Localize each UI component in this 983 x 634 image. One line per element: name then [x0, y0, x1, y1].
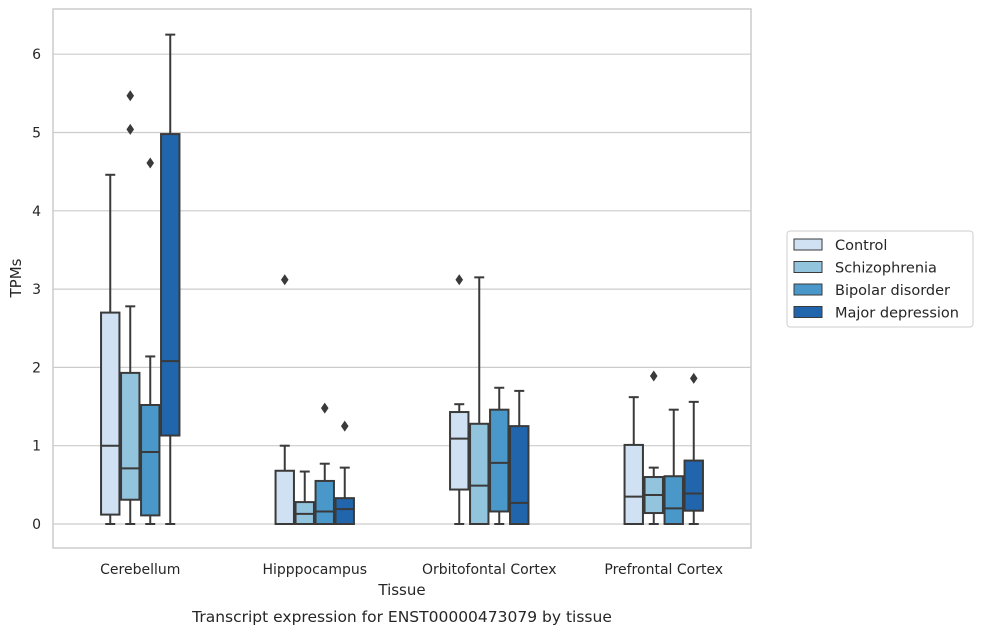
legend-label: Schizophrenia: [835, 261, 937, 277]
legend-label: Major depression: [835, 306, 959, 322]
box-iqr: [314, 479, 335, 525]
box-iqr: [623, 443, 644, 525]
box-schizophrenia: [643, 370, 664, 525]
box-major-depression: [509, 389, 530, 525]
outlier-point: [689, 372, 698, 384]
legend-swatch: [793, 283, 823, 296]
box-major-depression: [334, 420, 355, 526]
legend-swatch: [793, 261, 823, 273]
x-axis-ticks: Cerebellum Hipppocampus Orbitofontal Corte…: [100, 562, 723, 578]
box-iqr: [469, 422, 490, 525]
y-tick-label: 0: [32, 517, 41, 533]
box-schizophrenia: [120, 90, 141, 525]
legend-label: Control: [835, 238, 887, 254]
outlier-point: [126, 123, 135, 135]
x-tick-label: Prefrontal Cortex: [604, 562, 723, 578]
box-control: [100, 173, 121, 525]
chart-title: Transcript expression for ENST0000047307…: [191, 608, 612, 626]
x-tick-label: Hipppocampus: [262, 562, 367, 578]
y-tick-label: 4: [32, 204, 41, 220]
legend-item: Bipolar disorder: [793, 283, 950, 299]
legend-item: Schizophrenia: [793, 261, 937, 277]
box-iqr: [140, 403, 161, 517]
box-iqr: [274, 469, 295, 526]
y-tick-label: 6: [32, 47, 41, 63]
outlier-point: [649, 370, 658, 382]
y-tick-label: 1: [32, 439, 41, 455]
box-bipolar-disorder: [489, 386, 510, 525]
y-tick-label: 3: [32, 282, 41, 298]
outlier-point: [320, 402, 329, 414]
box-schizophrenia: [294, 470, 315, 525]
box-iqr: [509, 425, 530, 525]
y-tick-label: 2: [32, 360, 41, 376]
box-iqr: [683, 459, 704, 512]
box-iqr: [334, 497, 355, 526]
box-control: [449, 274, 470, 525]
outlier-point: [340, 420, 349, 432]
outlier-point: [455, 274, 464, 286]
box-bipolar-disorder: [314, 402, 335, 525]
legend-swatch: [793, 238, 823, 251]
legend-frame: [786, 230, 974, 328]
x-axis-label: Tissue: [377, 581, 425, 599]
outlier-point: [146, 157, 155, 169]
y-axis-label: TPMs: [7, 258, 25, 298]
box-major-depression: [160, 33, 181, 525]
legend-swatch: [793, 306, 823, 318]
legend-label: Bipolar disorder: [835, 283, 950, 299]
box-iqr: [663, 475, 684, 525]
y-axis-ticks: 0 1 2 3 4 5 6: [32, 47, 41, 533]
legend: Control Schizophrenia Bipolar disorder Majo…: [786, 230, 974, 328]
box-control: [623, 396, 644, 525]
box-bipolar-disorder: [663, 408, 684, 525]
outlier-point: [280, 274, 289, 286]
box-iqr: [160, 133, 181, 437]
box-series: [100, 33, 704, 526]
box-bipolar-disorder: [140, 157, 161, 525]
box-iqr: [120, 371, 141, 501]
box-iqr: [489, 408, 510, 513]
y-tick-label: 5: [32, 126, 41, 142]
box-control: [274, 274, 295, 526]
box-schizophrenia: [469, 276, 490, 525]
plot-frame: [52, 8, 752, 549]
box-major-depression: [683, 372, 704, 525]
legend-item: Control: [793, 238, 887, 254]
x-tick-label: Cerebellum: [100, 562, 180, 578]
box-iqr: [449, 411, 470, 491]
outlier-point: [126, 90, 135, 102]
legend-item: Major depression: [793, 306, 959, 322]
x-tick-label: Orbitofontal Cortex: [422, 562, 557, 578]
box-iqr: [100, 311, 121, 516]
